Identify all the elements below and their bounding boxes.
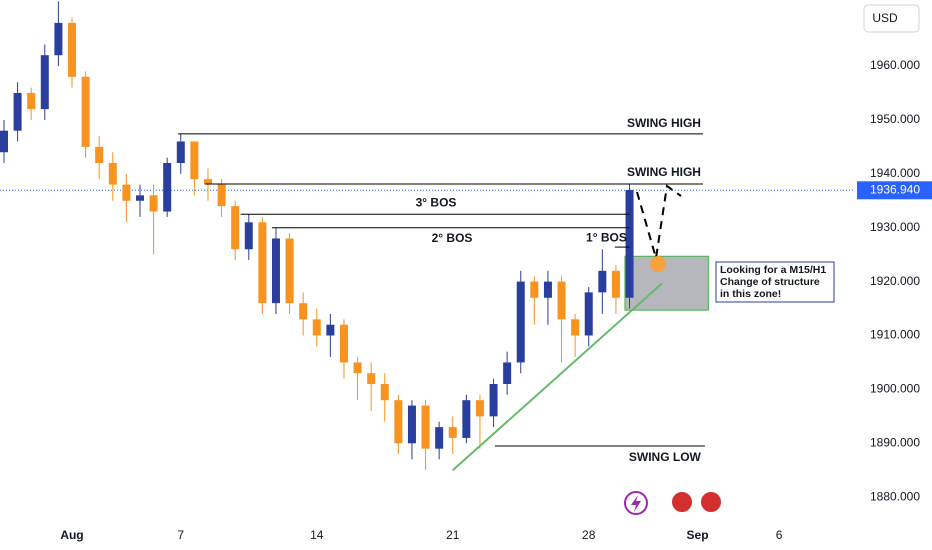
candle-body: [312, 319, 321, 336]
candle-body: [95, 146, 104, 164]
candle-body: [407, 405, 416, 444]
candle-body: [122, 184, 131, 201]
y-tick-label: 1910.000: [870, 328, 920, 342]
y-tick-label: 1960.000: [870, 58, 920, 72]
candle-body: [326, 324, 335, 336]
candle-body: [149, 195, 158, 212]
candle-body: [231, 206, 240, 250]
candle-body: [258, 222, 267, 304]
x-tick-label: 6: [776, 528, 783, 542]
candle-body: [176, 141, 185, 164]
trend-line: [452, 282, 663, 471]
candle-body: [625, 189, 634, 298]
candle-body: [421, 405, 430, 449]
candle-body: [503, 362, 512, 385]
candle-body: [462, 400, 471, 438]
candle-body: [299, 303, 308, 320]
level-label: SWING HIGH: [627, 116, 701, 130]
y-tick-label: 1890.000: [870, 435, 920, 449]
candle-body: [516, 281, 525, 363]
level-label: 3° BOS: [416, 195, 457, 209]
note-text: Looking for a M15/H1: [720, 264, 826, 276]
flag-icon[interactable]: [699, 490, 723, 514]
y-tick-label: 1950.000: [870, 112, 920, 126]
candle-body: [394, 400, 403, 444]
note-text: Change of structure: [720, 276, 820, 288]
x-tick-label: Aug: [60, 528, 83, 542]
candle-body: [448, 427, 457, 438]
candle-body: [203, 179, 212, 185]
candle-body: [190, 141, 199, 180]
candle-body: [489, 384, 498, 417]
candle-body: [339, 324, 348, 363]
y-tick-label: 1880.000: [870, 489, 920, 503]
candle-body: [353, 362, 362, 374]
candle-body: [13, 92, 22, 131]
projection-path: [636, 184, 682, 259]
candle-body: [598, 270, 607, 293]
candle-body: [475, 400, 484, 417]
plot-area: SWING HIGH SWING HIGH 3° BOS 2° BOS 1° BOS SW…: [0, 1, 855, 471]
candle-body: [81, 76, 90, 147]
last-price-box: [857, 181, 932, 200]
candle-body: [217, 184, 226, 207]
candle-body: [367, 373, 376, 385]
x-tick-label: 28: [582, 528, 596, 542]
candle-body: [27, 92, 36, 110]
y-tick-label: 1920.000: [870, 274, 920, 288]
candle-body: [108, 163, 117, 185]
level-label: SWING HIGH: [627, 165, 701, 179]
y-tick-label: 1940.000: [870, 166, 920, 180]
y-tick-label: 1930.000: [870, 220, 920, 234]
flag-icon[interactable]: [670, 490, 694, 514]
note-box: [715, 261, 835, 303]
candle-body: [135, 195, 144, 201]
candle-body: [611, 270, 620, 298]
currency-box[interactable]: [863, 4, 920, 33]
x-tick-label: 21: [446, 528, 460, 542]
zone: [624, 255, 709, 311]
candle-body: [54, 22, 63, 56]
x-tick-label: 14: [310, 528, 324, 542]
candle-body: [271, 238, 280, 304]
candle-body: [285, 238, 294, 304]
level-label: 2° BOS: [432, 231, 473, 245]
lightning: [631, 495, 641, 512]
level-label: 1° BOS: [586, 230, 627, 244]
candle-body: [163, 163, 172, 212]
candle-body: [584, 292, 593, 336]
candle-body: [530, 281, 539, 298]
last-price-label: 1936.940: [870, 182, 920, 196]
level-label: SWING LOW: [629, 450, 702, 464]
candle-body: [543, 281, 552, 298]
target-dot: [650, 256, 666, 272]
note-text: in this zone!: [720, 288, 781, 300]
candle-body: [67, 22, 76, 77]
candle-body: [244, 222, 253, 250]
candle-body: [0, 130, 8, 153]
candle-body: [435, 427, 444, 449]
candle-body: [571, 319, 580, 336]
x-tick-label: 7: [177, 528, 184, 542]
x-tick-label: Sep: [687, 528, 709, 542]
y-tick-label: 1900.000: [870, 382, 920, 396]
candle-body: [380, 384, 389, 401]
currency: USD: [872, 11, 898, 25]
candle-body: [40, 55, 49, 110]
candle-body: [557, 281, 566, 320]
